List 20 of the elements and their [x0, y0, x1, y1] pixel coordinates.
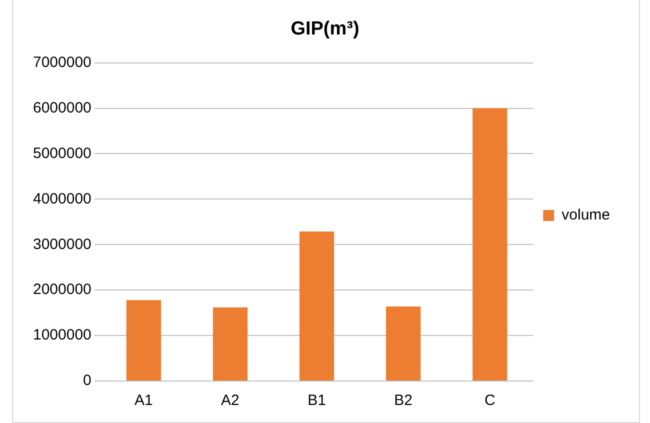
x-tick-label: B2 [394, 392, 412, 410]
y-tick-label: 2000000 [32, 281, 92, 298]
y-tick-label: 7000000 [32, 54, 92, 71]
x-tick-label: A2 [221, 392, 240, 410]
bar [212, 307, 248, 380]
bar [126, 300, 161, 380]
x-tick-label: B1 [308, 392, 326, 410]
bar [386, 306, 421, 380]
y-tick-label: 1000000 [32, 326, 92, 344]
x-tick-label: C [484, 392, 496, 410]
y-tick-label: 0 [83, 372, 92, 390]
bar [299, 231, 334, 380]
x-tick-label: A1 [134, 392, 153, 410]
y-tick-label: 5000000 [32, 144, 92, 162]
chart-title: GIP(m³) [290, 18, 360, 40]
y-tick-label: 3000000 [32, 236, 92, 253]
legend-label: volume [562, 206, 610, 224]
y-tick-label: 4000000 [32, 190, 92, 208]
y-tick-label: 6000000 [32, 99, 92, 116]
bar [472, 108, 508, 380]
